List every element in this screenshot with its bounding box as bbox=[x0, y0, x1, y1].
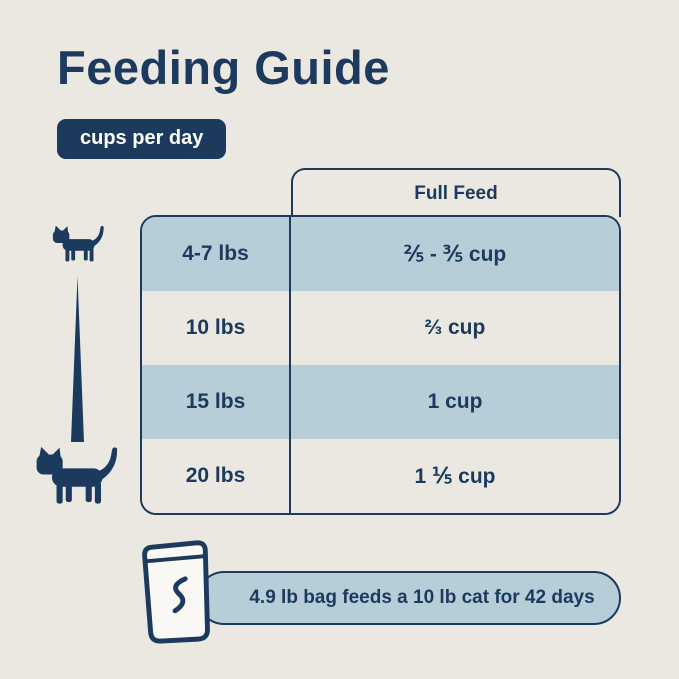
footer-note-text: 4.9 lb bag feeds a 10 lb cat for 42 days bbox=[249, 587, 595, 608]
amount-cell: 1 cup bbox=[427, 390, 483, 413]
table-row: 10 lbs ⅔ cup bbox=[142, 291, 619, 365]
food-bag-icon bbox=[142, 540, 210, 644]
amount-cell: 1 ⅕ cup bbox=[414, 464, 496, 488]
feeding-table: 4-7 lbs ⅖ - ⅗ cup 10 lbs ⅔ cup 15 lbs 1 … bbox=[140, 215, 621, 515]
amount-cell: ⅖ - ⅗ cup bbox=[403, 242, 507, 266]
size-scale-spike bbox=[71, 276, 84, 442]
table-header-label: Full Feed bbox=[414, 182, 498, 204]
page-title: Feeding Guide bbox=[57, 41, 390, 94]
weight-cell: 4-7 lbs bbox=[142, 217, 291, 291]
amount-cell: ⅔ cup bbox=[424, 316, 486, 339]
small-cat-icon bbox=[52, 225, 104, 262]
table-row: 15 lbs 1 cup bbox=[142, 365, 619, 439]
footer-note-banner: 4.9 lb bag feeds a 10 lb cat for 42 days bbox=[197, 571, 621, 625]
large-cat-icon bbox=[36, 446, 118, 504]
table-header-full-feed: Full Feed bbox=[291, 168, 621, 217]
table-row: 4-7 lbs ⅖ - ⅗ cup bbox=[142, 217, 619, 291]
weight-cell: 20 lbs bbox=[142, 439, 291, 513]
weight-cell: 15 lbs bbox=[142, 365, 291, 439]
units-badge: cups per day bbox=[57, 119, 227, 159]
weight-cell: 10 lbs bbox=[142, 291, 291, 365]
table-row: 20 lbs 1 ⅕ cup bbox=[142, 439, 619, 513]
